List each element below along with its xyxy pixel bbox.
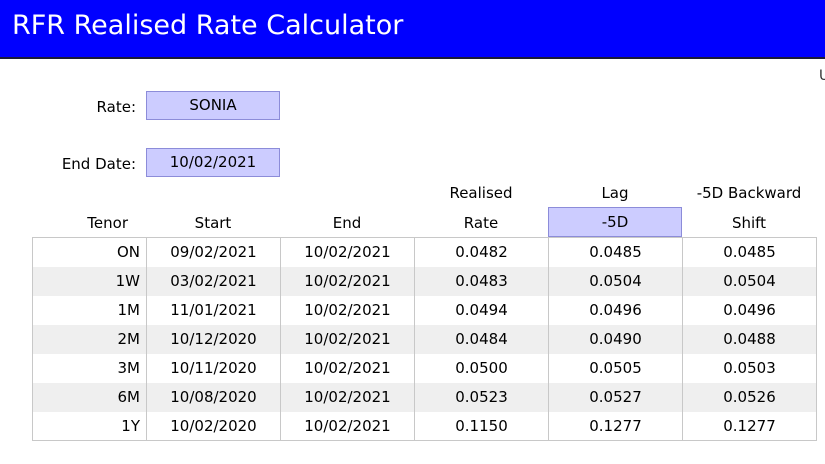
header-tenor: Tenor (87, 214, 128, 232)
realised-rate-cell: 0.0494 (414, 295, 549, 325)
tenor-cell: 3M (32, 353, 147, 383)
lag-rate-cell: 0.0496 (548, 295, 683, 325)
header-lag-line1: Lag (601, 184, 629, 202)
end-cell: 10/02/2021 (280, 266, 415, 296)
results-table: ON 09/02/2021 10/02/2021 0.0482 0.0485 0.0485… (32, 237, 817, 441)
realised-rate-cell: 0.1150 (414, 411, 549, 441)
header-shift-line1: -5D Backward (696, 184, 802, 202)
table-row: 1W 03/02/2021 10/02/2021 0.0483 0.0504 0.0504 (32, 266, 817, 296)
rate-input[interactable]: SONIA (146, 91, 280, 120)
table-row: 1M 11/01/2021 10/02/2021 0.0494 0.0496 0.0496 (32, 295, 817, 325)
tenor-cell: 6M (32, 382, 147, 412)
end-cell: 10/02/2021 (280, 295, 415, 325)
start-cell: 11/01/2021 (146, 295, 281, 325)
tenor-cell: 1W (32, 266, 147, 296)
end-cell: 10/02/2021 (280, 324, 415, 354)
backward-shift-cell: 0.0526 (682, 382, 817, 412)
backward-shift-cell: 0.0488 (682, 324, 817, 354)
header-end: End (332, 214, 362, 232)
lag-rate-cell: 0.0485 (548, 237, 683, 267)
table-row: 3M 10/11/2020 10/02/2021 0.0500 0.0505 0.0503 (32, 353, 817, 383)
end-cell: 10/02/2021 (280, 237, 415, 267)
realised-rate-cell: 0.0483 (414, 266, 549, 296)
start-cell: 09/02/2021 (146, 237, 281, 267)
rate-label: Rate: (96, 98, 136, 116)
tenor-cell: 1M (32, 295, 147, 325)
table-row: 2M 10/12/2020 10/02/2021 0.0484 0.0490 0.0488 (32, 324, 817, 354)
end-date-input[interactable]: 10/02/2021 (146, 148, 280, 177)
tenor-cell: 1Y (32, 411, 147, 441)
lag-rate-cell: 0.0527 (548, 382, 683, 412)
realised-rate-cell: 0.0523 (414, 382, 549, 412)
lag-rate-cell: 0.0505 (548, 353, 683, 383)
backward-shift-cell: 0.0496 (682, 295, 817, 325)
lag-rate-cell: 0.0504 (548, 266, 683, 296)
header-realised-line1: Realised (449, 184, 513, 202)
lag-days-input[interactable]: -5D (548, 207, 682, 237)
lag-rate-cell: 0.0490 (548, 324, 683, 354)
tenor-cell: 2M (32, 324, 147, 354)
start-cell: 10/12/2020 (146, 324, 281, 354)
start-cell: 03/02/2021 (146, 266, 281, 296)
backward-shift-cell: 0.0485 (682, 237, 817, 267)
header-shift-line2: Shift (731, 214, 767, 232)
realised-rate-cell: 0.0482 (414, 237, 549, 267)
end-cell: 10/02/2021 (280, 411, 415, 441)
end-cell: 10/02/2021 (280, 382, 415, 412)
title-bar: RFR Realised Rate Calculator (0, 0, 825, 59)
table-row: ON 09/02/2021 10/02/2021 0.0482 0.0485 0.0485 (32, 237, 817, 267)
backward-shift-cell: 0.1277 (682, 411, 817, 441)
start-cell: 10/08/2020 (146, 382, 281, 412)
table-row: 6M 10/08/2020 10/02/2021 0.0523 0.0527 0.0526 (32, 382, 817, 412)
header-realised-line2: Rate (463, 214, 499, 232)
clipped-edge-text: U (819, 68, 825, 84)
header-start: Start (194, 214, 232, 232)
app-title: RFR Realised Rate Calculator (12, 10, 404, 41)
realised-rate-cell: 0.0500 (414, 353, 549, 383)
end-date-label: End Date: (61, 155, 136, 173)
table-row: 1Y 10/02/2020 10/02/2021 0.1150 0.1277 0.1277 (32, 411, 817, 441)
end-cell: 10/02/2021 (280, 353, 415, 383)
start-cell: 10/02/2020 (146, 411, 281, 441)
tenor-cell: ON (32, 237, 147, 267)
lag-rate-cell: 0.1277 (548, 411, 683, 441)
start-cell: 10/11/2020 (146, 353, 281, 383)
backward-shift-cell: 0.0504 (682, 266, 817, 296)
realised-rate-cell: 0.0484 (414, 324, 549, 354)
backward-shift-cell: 0.0503 (682, 353, 817, 383)
